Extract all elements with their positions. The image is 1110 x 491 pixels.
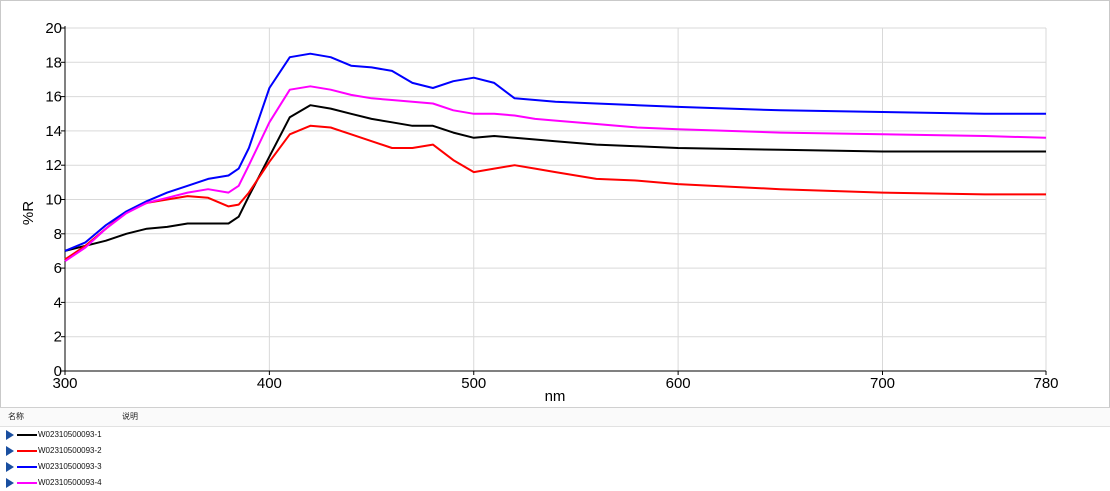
- expand-arrow-icon[interactable]: [6, 430, 14, 440]
- series-line: [64, 85, 1047, 263]
- series-swatch: [17, 450, 37, 452]
- y-tick-label: 2: [54, 329, 62, 346]
- expand-arrow-icon[interactable]: [6, 446, 14, 456]
- legend-header-name[interactable]: 名称: [8, 412, 24, 421]
- y-tick-label: 10: [45, 192, 62, 209]
- series-line: [64, 124, 1046, 261]
- series-lines: [64, 52, 1047, 263]
- x-tick-label: 600: [666, 375, 691, 392]
- y-tick-label: 4: [54, 294, 62, 311]
- legend-item[interactable]: W02310500093-1: [0, 427, 1110, 443]
- legend-item[interactable]: W02310500093-2: [0, 443, 1110, 459]
- x-tick-label: 700: [870, 375, 895, 392]
- legend-header: 名称 说明: [0, 407, 1110, 427]
- chart-frame: 0 2 4 6 8 10 12 14 16 18 20 300 400 500 600 700 780 nm %…: [0, 0, 1110, 408]
- legend-header-description[interactable]: 说明: [122, 412, 138, 421]
- legend-list: W02310500093-1 W02310500093-2 W023105000…: [0, 427, 1110, 491]
- y-tick-label: 16: [45, 89, 62, 106]
- y-axis-label: %R: [20, 201, 37, 225]
- series-swatch: [17, 466, 37, 468]
- grid: [65, 27, 1047, 371]
- legend-item-label: W02310500093-3: [38, 462, 102, 471]
- legend-item[interactable]: W02310500093-3: [0, 459, 1110, 475]
- series-line: [64, 52, 1046, 252]
- y-tick-label: 8: [54, 226, 62, 243]
- legend-item-label: W02310500093-2: [38, 446, 102, 455]
- x-tick-label: 500: [461, 375, 486, 392]
- series-swatch: [17, 482, 37, 484]
- legend-item[interactable]: W02310500093-4: [0, 475, 1110, 491]
- legend-panel: 名称 说明 W02310500093-1 W02310500093-2 W023…: [0, 407, 1110, 489]
- y-tick-label: 18: [45, 54, 62, 71]
- legend-item-label: W02310500093-4: [38, 478, 102, 487]
- y-tick-label: 6: [54, 260, 62, 277]
- y-tick-label: 20: [45, 20, 62, 37]
- y-tick-label: 0: [54, 363, 62, 380]
- x-tick-label: 400: [257, 375, 282, 392]
- series-swatch: [17, 434, 37, 436]
- y-tick-label: 14: [45, 123, 62, 140]
- x-tick-label: 300: [52, 375, 77, 392]
- expand-arrow-icon[interactable]: [6, 478, 14, 488]
- x-tick-label: 780: [1033, 375, 1058, 392]
- y-tick-label: 12: [45, 157, 62, 174]
- axes: 0 2 4 6 8 10 12 14 16 18 20 300 400 500 600 700 780: [45, 20, 1058, 392]
- expand-arrow-icon[interactable]: [6, 462, 14, 472]
- line-chart: 0 2 4 6 8 10 12 14 16 18 20 300 400 500 600 700 780 nm %…: [20, 20, 1059, 405]
- x-axis-label: nm: [545, 388, 566, 405]
- legend-item-label: W02310500093-1: [38, 430, 102, 439]
- series-line: [64, 104, 1046, 252]
